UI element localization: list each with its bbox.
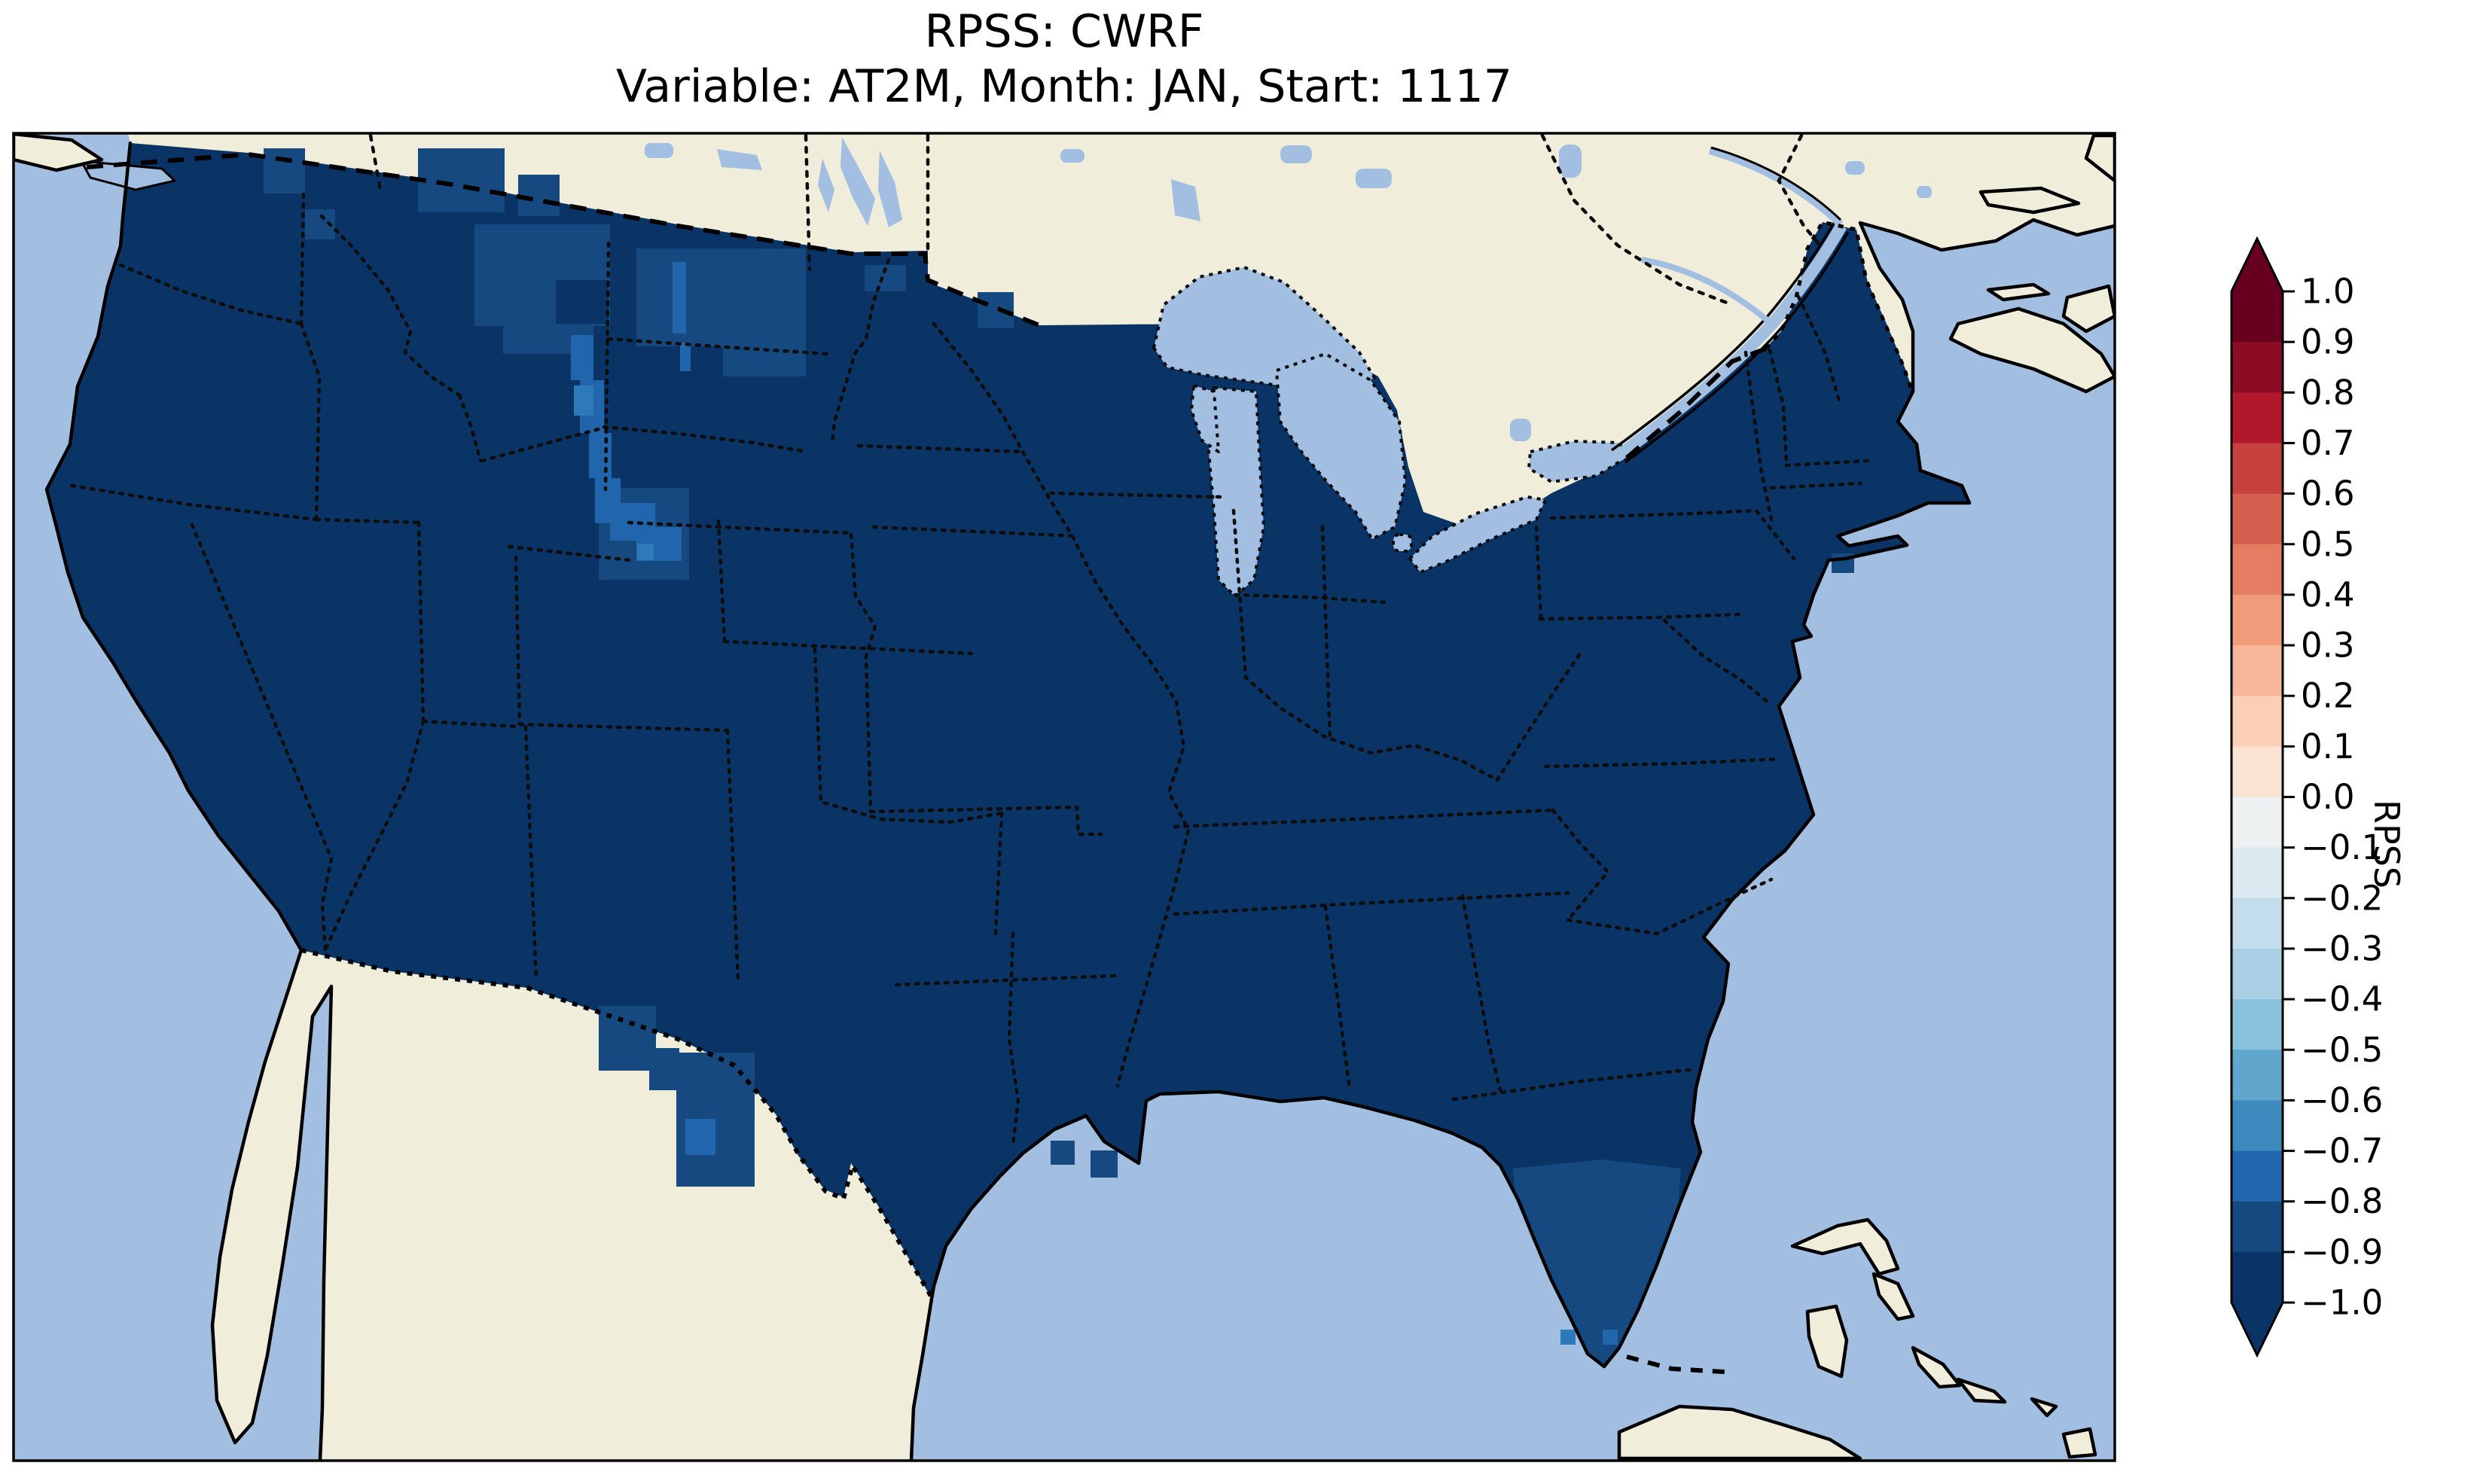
colorbar-tick-label: −0.3 [2301,928,2383,968]
colorbar-bin [2231,544,2283,596]
colorbar: 1.0 0.9 0.8 0.7 0.6 0.5 0.4 0.3 0.2 0.1 0.0 −0.1 −0.… [2230,236,2383,1358]
cape-breton [2061,284,2115,334]
colorbar-tick-label: 0.1 [2301,727,2355,766]
lake-michigan [1207,386,1265,598]
colorbar-bin [2231,594,2283,646]
colorbar-bin [2231,746,2283,798]
long-island-bahamas [1956,1377,2007,1404]
prince-edward-island [1986,282,2051,302]
ragged-island [2061,1427,2097,1459]
colorbar-tick-label: −1.0 [2301,1283,2383,1323]
state-borders [69,192,1870,1147]
maine-canada-border [1765,220,1914,391]
colorbar-bin [2231,696,2283,748]
colorbar-tick-label: −0.6 [2301,1080,2383,1120]
great-lakes [1152,266,1630,598]
title-block: RPSS: CWRF Variable: AT2M, Month: JAN, S… [14,5,2115,114]
colorbar-bin [2231,443,2283,495]
colorbar-bin [2231,291,2283,343]
colorbar-tick-label: 0.4 [2301,574,2355,614]
colorbar-bin [2231,645,2283,696]
colorbar-tick-label: −0.2 [2301,878,2383,918]
colorbar-tick-label: −0.1 [2301,827,2383,867]
colorbar-tick-label: −0.8 [2301,1181,2383,1221]
map-frame [12,132,2116,1462]
florida-keys [1626,1354,1725,1374]
colorbar-tick-label: 0.3 [2301,626,2355,666]
chart-title: RPSS: CWRF [924,5,1204,58]
colorbar-tick-label: −0.7 [2301,1131,2383,1171]
colorbar-tick-label: 1.0 [2301,272,2355,312]
colorbar-tick-label: 0.8 [2301,373,2355,413]
lake-ontario [1527,440,1630,483]
colorbar-bin [2231,1100,2283,1152]
colorbar-tick-label: 0.5 [2301,524,2355,564]
colorbar-tick-label: −0.4 [2301,980,2383,1019]
colorbar-bin [2231,392,2283,444]
canada-lakes [645,137,1932,441]
green-bay [1190,384,1220,453]
conus-rpss-fill [47,143,1969,1367]
grand-bahama-abaco [1790,1217,1900,1276]
colorbar-axis-label: RPSS [2366,800,2407,889]
lake-st-clair [1392,533,1413,553]
colorbar-bin [2231,1150,2283,1202]
colorbar-bin [2231,897,2283,949]
us-mexico-border [300,948,934,1299]
cuba [1617,1404,1862,1461]
lake-huron [1275,352,1407,541]
us-canada-border-east [1625,346,1768,460]
colorbar-bin [2231,999,2283,1051]
colorbar-tick-label: −0.5 [2301,1030,2383,1070]
us-canada-border [86,151,1041,328]
colorbar-tick-label: 0.6 [2301,474,2355,513]
vancouver-island [14,133,104,172]
colorbar-tick-label: 0.7 [2301,423,2355,463]
colorbar-bin [2231,1251,2283,1303]
andros [1805,1304,1849,1379]
exuma [1911,1345,1962,1389]
islands [14,133,2115,1461]
newfoundland-corner [2084,133,2115,183]
coastlines [44,141,2115,1461]
chart-subtitle: Variable: AT2M, Month: JAN, Start: 1117 [616,60,1512,114]
colorbar-bin [2231,797,2283,849]
nova-scotia [1948,306,2115,394]
colorbar-bin [2231,847,2283,899]
colorbar-bin [2231,948,2283,1000]
colorbar-tick-label: 0.0 [2301,777,2355,817]
colorbar-bin [2231,493,2283,545]
colorbar-bin [2231,342,2283,394]
colorbar-tick-label: −0.9 [2301,1232,2383,1272]
rpss-shaded-cells [264,148,1854,1364]
st-lawrence-river [1610,146,1850,464]
colorbar-bin [2231,1050,2283,1102]
colorbar-bin [2231,1201,2283,1253]
lake-erie [1408,495,1547,574]
colorbar-extend-under [2231,1303,2283,1355]
province-borders [368,133,1825,306]
colorbar-tick-label: 0.2 [2301,676,2355,716]
anticosti-island [1978,186,2081,215]
colorbar-tick-label: 0.9 [2301,322,2355,362]
se-bahama-cays [2030,1397,2058,1418]
eleuthera [1872,1272,1915,1321]
colorbar-extend-over [2231,239,2283,291]
